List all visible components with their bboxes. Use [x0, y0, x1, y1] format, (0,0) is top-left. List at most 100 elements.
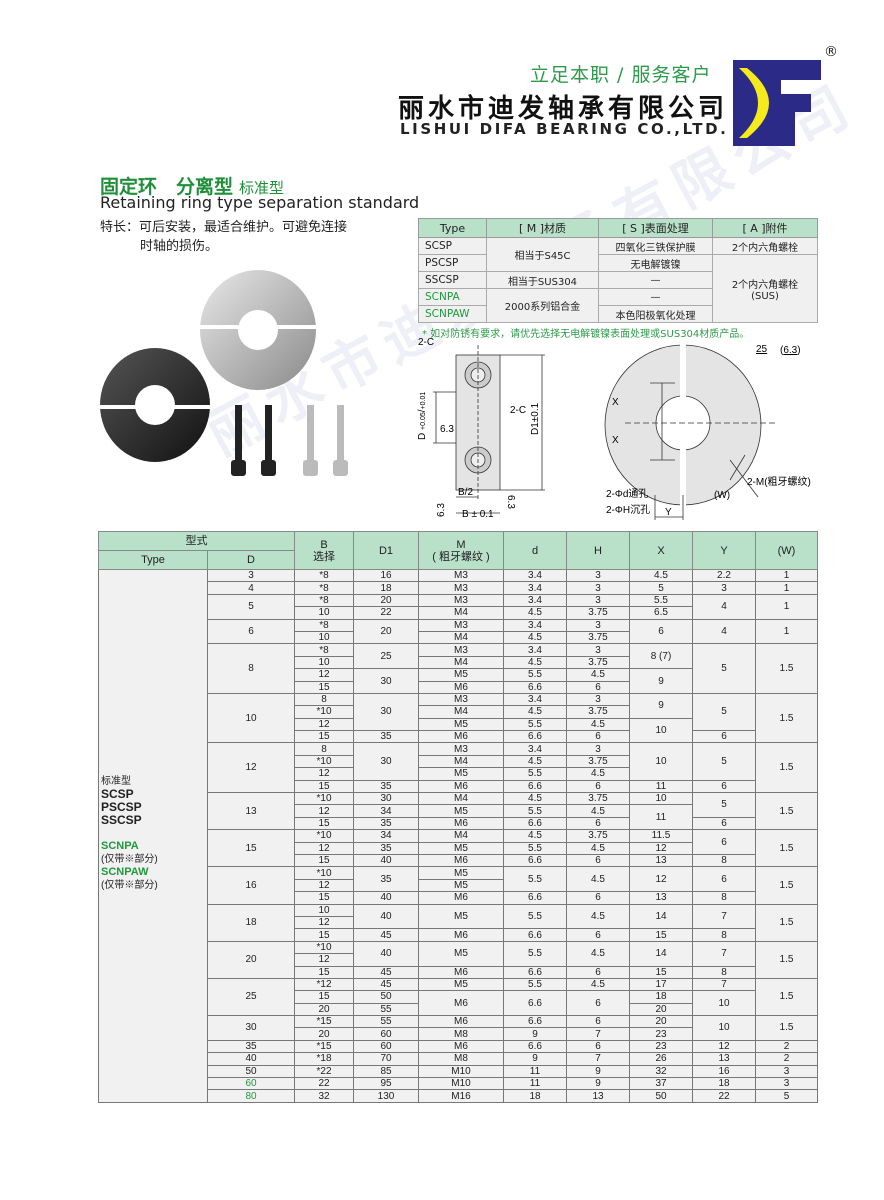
table-cell: 6 [207, 618, 295, 645]
w-label: (W) [714, 490, 730, 501]
table-cell: 10 [629, 717, 693, 744]
b-half-label: B/2 [458, 487, 473, 498]
table-cell: 3.75 [566, 754, 630, 769]
rust-note: * 如对防锈有要求，请优先选择无电解镀镍表面处理或SUS304材质产品。 [422, 329, 750, 340]
table-cell: *8 [294, 643, 354, 657]
table-cell: M4 [418, 792, 504, 806]
table-cell: 15 [294, 730, 354, 744]
table-cell: 3 [755, 1064, 818, 1079]
table-cell: 3 [566, 692, 630, 707]
table-cell: 13 [692, 1052, 756, 1066]
table-row: 15 35 M6 6.6 6 11 6 [99, 779, 818, 794]
table-cell: *15 [294, 1015, 354, 1029]
header-d: D [207, 550, 295, 570]
table-cell: 6 [566, 891, 630, 905]
table-cell: 6 [566, 1015, 630, 1029]
table-cell: 12 [294, 841, 354, 856]
table-cell: 3 [755, 1076, 818, 1091]
table-cell: 10 [692, 990, 756, 1017]
table-cell: 20 [207, 940, 295, 979]
table-cell: 5.5 [503, 767, 567, 781]
table-cell: 8 (7) [629, 643, 693, 670]
table-cell: 15 [629, 965, 693, 979]
table-cell: 1 [755, 568, 818, 583]
table-cell: 10 [629, 742, 693, 781]
table-row: 25 *12 45 M5 5.5 4.5 17 7 1.5 [99, 977, 818, 1017]
table-row: 15 40 M6 6.6 6 13 8 [99, 853, 818, 868]
table-row: 12 M5 5.5 4.5 [99, 767, 818, 781]
type-line: 标准型 [101, 776, 131, 787]
table-row: 12 M5 5.5 4.5 10 [99, 717, 818, 744]
table-cell: *10 [294, 866, 354, 880]
table-cell: 4.5 [566, 940, 630, 967]
table-cell: 40 [353, 940, 419, 967]
table-cell: 6.6 [503, 990, 567, 1017]
table-row: 18 10 40 M5 5.5 4.5 14 7 1.5 [99, 903, 818, 942]
table-cell: M10 [418, 1064, 504, 1079]
mat-header-material: [ M ]材质 [486, 218, 599, 238]
table-cell: 20 [294, 1027, 354, 1041]
hole-d-label: 2-Φd通孔 [606, 488, 648, 500]
roughness-label-3: 6.3 [436, 503, 447, 517]
type-cell: SCNPAW [418, 305, 487, 323]
df-logo [733, 60, 821, 146]
table-row: 5 *8 20 M3 3.4 3 5.5 4 1 [99, 593, 818, 620]
table-cell: 5.5 [503, 804, 567, 818]
table-cell: 11 [503, 1064, 567, 1079]
table-cell: 12 [629, 841, 693, 856]
table-cell: 11 [629, 779, 693, 794]
table-cell: 60 [353, 1039, 419, 1054]
table-cell: 3.4 [503, 643, 567, 657]
table-cell: M5 [418, 668, 504, 682]
type-line: (仅带※部分) [101, 854, 158, 865]
table-row: 15 45 M6 6.6 6 15 8 [99, 965, 818, 979]
table-cell: 4.5 [566, 668, 630, 682]
table-cell: 6 [566, 853, 630, 868]
header-x: X [629, 531, 693, 570]
table-cell: 45 [353, 928, 419, 942]
table-cell: 12 [294, 953, 354, 967]
table-row: 80 32 130 M16 18 13 50 22 5 [99, 1089, 818, 1103]
table-cell: 5.5 [503, 977, 567, 992]
table-cell: 45 [353, 977, 419, 992]
table-cell: M3 [418, 618, 504, 632]
table-cell: *10 [294, 754, 354, 769]
table-row: 12 [99, 953, 818, 967]
table-cell: 6.6 [503, 891, 567, 905]
table-row: 10 M4 4.5 3.75 [99, 630, 818, 645]
table-cell: M6 [418, 853, 504, 868]
table-row: *10 M4 4.5 3.75 [99, 754, 818, 769]
table-cell: 12 [294, 767, 354, 781]
table-cell: 4.5 [629, 568, 693, 583]
table-cell: 4.5 [566, 977, 630, 992]
table-cell: 13 [629, 853, 693, 868]
table-row: 15 35 M6 6.6 6 6 [99, 730, 818, 744]
table-cell: 85 [353, 1064, 419, 1079]
table-cell: 6.6 [503, 680, 567, 694]
table-cell: 3 [566, 643, 630, 657]
table-cell: 4.5 [503, 705, 567, 719]
table-cell: M4 [418, 754, 504, 769]
table-cell: 5 [692, 643, 756, 694]
table-cell: 5 [755, 1089, 818, 1103]
table-cell: 30 [353, 742, 419, 781]
table-cell: M6 [418, 730, 504, 744]
table-cell: 6 [566, 965, 630, 979]
table-cell: 80 [207, 1089, 295, 1103]
product-photo [95, 270, 348, 476]
table-cell: 3 [692, 581, 756, 595]
table-cell: 7 [692, 940, 756, 967]
accessory-line: (SUS) [751, 290, 779, 302]
table-cell: 32 [294, 1089, 354, 1103]
table-row: 12 34 M5 5.5 4.5 11 [99, 804, 818, 831]
table-cell: 6 [692, 829, 756, 855]
chamfer-label-2: 2-C [510, 405, 526, 416]
table-row: 15 35 M6 6.6 6 6 [99, 816, 818, 831]
table-row: 8 *8 25 M3 3.4 3 8 (7) 5 1.5 [99, 643, 818, 694]
table-cell: 4.5 [566, 717, 630, 732]
table-cell: 6.5 [629, 606, 693, 620]
table-cell: M5 [418, 804, 504, 818]
table-row: 12 M5 [99, 878, 818, 893]
type-line: SSCSP [101, 813, 142, 827]
table-cell: 3.75 [566, 606, 630, 620]
